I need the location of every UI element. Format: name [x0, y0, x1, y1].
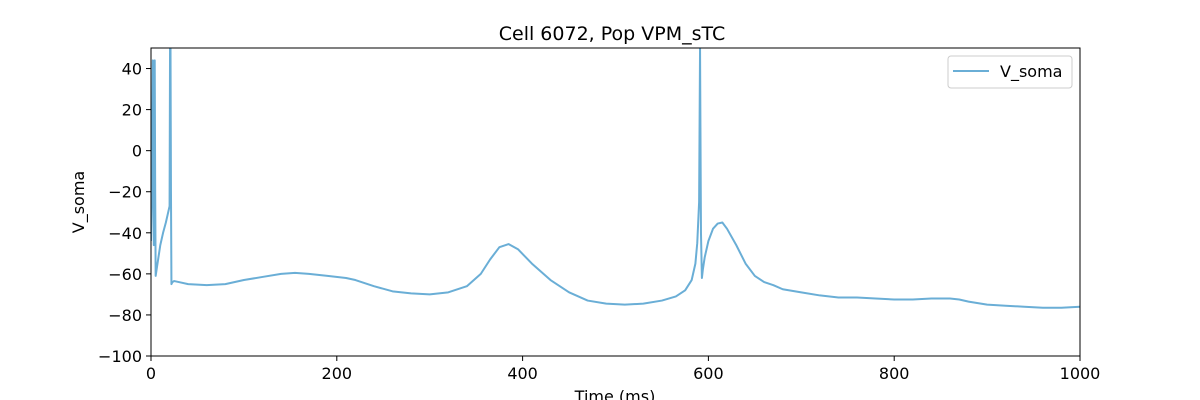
y-tick-label: −40	[108, 224, 142, 243]
series-layer	[151, 48, 1080, 309]
x-tick-label: 200	[322, 364, 353, 383]
x-axis-label: Time (ms)	[574, 387, 656, 400]
plot-frame	[150, 47, 1081, 357]
x-tick-label: 1000	[1060, 364, 1101, 383]
y-tick-label: −100	[98, 347, 142, 366]
x-tick-label: 0	[146, 364, 156, 383]
y-axis: −100 −80 −60 −40 −20 0 20 40	[98, 60, 151, 366]
x-tick-label: 600	[693, 364, 724, 383]
x-tick-label: 800	[879, 364, 910, 383]
y-tick-label: 40	[122, 60, 142, 79]
y-tick-label: −60	[108, 265, 142, 284]
legend: V_soma	[947, 55, 1073, 89]
legend-label-v-soma: V_soma	[1000, 62, 1062, 82]
legend-box	[947, 55, 1073, 89]
y-tick-label: 20	[122, 101, 142, 120]
chart-title: Cell 6072, Pop VPM_sTC	[499, 23, 726, 45]
x-axis: 0 200 400 600 800 1000	[146, 356, 1100, 383]
series-line-v-soma	[151, 48, 1080, 309]
x-tick-label: 400	[507, 364, 538, 383]
y-tick-label: −20	[108, 183, 142, 202]
y-tick-label: 0	[132, 142, 142, 161]
y-tick-label: −80	[108, 306, 142, 325]
y-axis-label: V_soma	[69, 171, 89, 233]
